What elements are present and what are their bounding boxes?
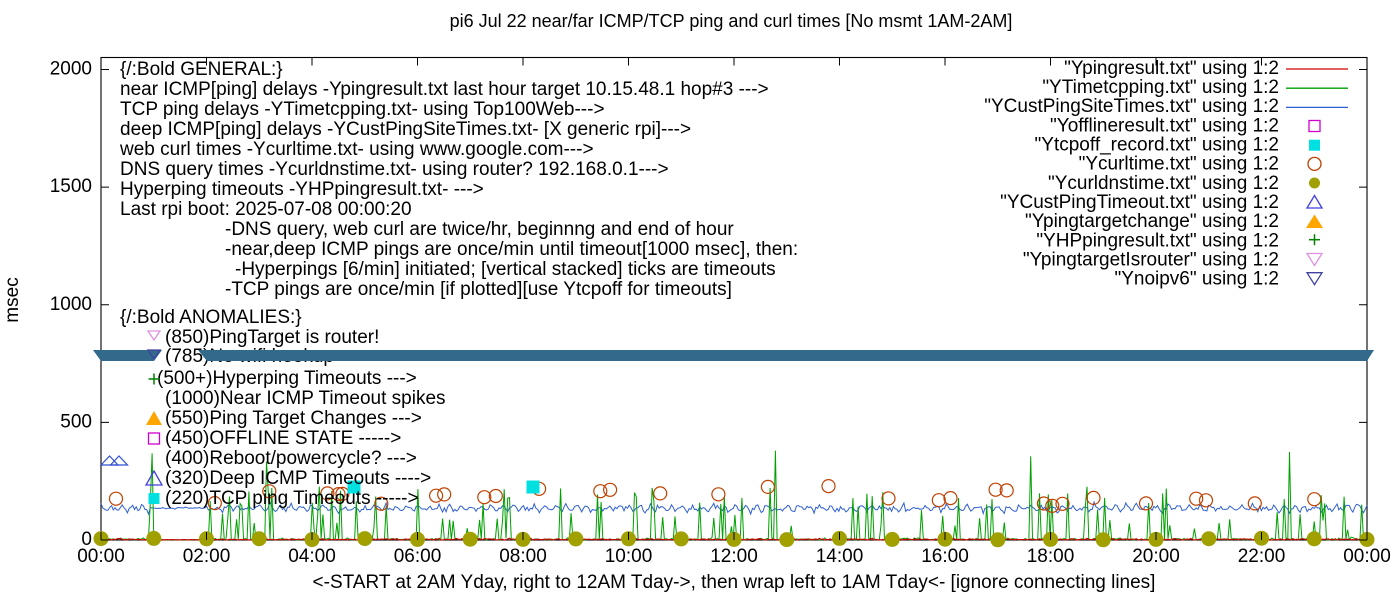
svg-text:00:00: 00:00 [1343,546,1391,567]
svg-text:22:00: 22:00 [1238,546,1286,567]
svg-text:10:00: 10:00 [605,546,653,567]
svg-text:08:00: 08:00 [499,546,547,567]
svg-text:"Ypingresult.txt" using 1:2: "Ypingresult.txt" using 1:2 [1064,58,1279,79]
svg-text:04:00: 04:00 [288,546,336,567]
svg-text:deep ICMP[ping] delays -YCustP: deep ICMP[ping] delays -YCustPingSiteTim… [120,119,691,140]
svg-text:16:00: 16:00 [921,546,969,567]
svg-text:"YHPpingresult.txt" using 1:2: "YHPpingresult.txt" using 1:2 [1036,230,1279,251]
svg-text:(450)OFFLINE STATE ----->: (450)OFFLINE STATE -----> [165,428,401,449]
svg-text:"YpingtargetIsrouter" using 1:: "YpingtargetIsrouter" using 1:2 [1023,250,1279,271]
svg-text:-TCP pings are once/min [if pl: -TCP pings are once/min [if plotted][use… [225,279,732,300]
svg-text:(220)TCP ping Timeouts ----->: (220)TCP ping Timeouts -----> [165,488,419,509]
svg-text:(1000)Near ICMP Timeout spikes: (1000)Near ICMP Timeout spikes [165,388,446,409]
svg-text:18:00: 18:00 [1027,546,1075,567]
svg-text:"YCustPingTimeout.txt" using 1: "YCustPingTimeout.txt" using 1:2 [1000,192,1279,213]
svg-text:"Ynoipv6" using 1:2: "Ynoipv6" using 1:2 [1114,269,1279,290]
svg-text:14:00: 14:00 [816,546,864,567]
svg-text:"Ypingtargetchange" using 1:2: "Ypingtargetchange" using 1:2 [1025,211,1279,232]
svg-text:near ICMP[ping] delays -Ypingr: near ICMP[ping] delays -Ypingresult.txt … [120,79,769,100]
svg-text:06:00: 06:00 [394,546,442,567]
svg-text:(850)PingTarget is router!: (850)PingTarget is router! [165,327,379,348]
svg-text:-Hyperpings [6/min] initiated;: -Hyperpings [6/min] initiated; [vertical… [235,259,776,280]
svg-text:1500: 1500 [50,176,92,197]
svg-text:-near,deep ICMP pings are once: -near,deep ICMP pings are once/min until… [225,239,798,260]
svg-text:DNS query times -Ycurldnstime.: DNS query times -Ycurldnstime.txt- using… [120,159,669,180]
svg-text:(400)Reboot/powercycle? --->: (400)Reboot/powercycle? ---> [165,448,417,469]
svg-text:Hyperping timeouts -YHPpingres: Hyperping timeouts -YHPpingresult.txt- -… [120,179,484,200]
svg-text:"YTimetcpping.txt" using 1:2: "YTimetcpping.txt" using 1:2 [1042,77,1279,98]
svg-text:(550)Ping Target Changes --->: (550)Ping Target Changes ---> [165,408,422,429]
svg-text:pi6 Jul 22 near/far ICMP/TCP: pi6 Jul 22 near/far ICMP/TCP ping and cu… [450,11,1013,31]
svg-text:20:00: 20:00 [1132,546,1180,567]
svg-text:1000: 1000 [50,294,92,315]
svg-text:00:00: 00:00 [77,546,125,567]
svg-text:"YCustPingSiteTimes.txt" using: "YCustPingSiteTimes.txt" using 1:2 [984,96,1279,117]
svg-text:"Yofflineresult.txt" using 1:2: "Yofflineresult.txt" using 1:2 [1050,115,1279,136]
svg-text:<-START at 2AM Yday, right to: <-START at 2AM Yday, right to 12AM Tday-… [313,572,1156,593]
svg-text:"Ycurldnstime.txt" using 1:2: "Ycurldnstime.txt" using 1:2 [1048,173,1279,194]
svg-text:Last rpi boot: 2025-07-08 00:0: Last rpi boot: 2025-07-08 00:00:20 [120,199,412,220]
svg-text:2000: 2000 [50,59,92,80]
svg-text:12:00: 12:00 [710,546,758,567]
svg-text:02:00: 02:00 [183,546,231,567]
svg-text:(500+)Hyperping Timeouts --->: (500+)Hyperping Timeouts ---> [157,368,417,389]
svg-text:{/:Bold GENERAL:}: {/:Bold GENERAL:} [120,59,283,80]
svg-text:msec: msec [2,277,23,322]
svg-text:500: 500 [60,411,92,432]
svg-text:{/:Bold ANOMALIES:}: {/:Bold ANOMALIES:} [120,307,302,328]
svg-text:(320)Deep ICMP Timeouts ---->: (320)Deep ICMP Timeouts ----> [165,468,431,489]
svg-text:TCP ping delays -YTimetcpping.: TCP ping delays -YTimetcpping.txt- using… [120,99,605,120]
svg-text:web curl times -Ycurltime.txt-: web curl times -Ycurltime.txt- using www… [119,139,594,160]
svg-text:-DNS query, web curl are twice: -DNS query, web curl are twice/hr, begin… [225,219,734,240]
svg-text:"Ytcpoff_record.txt" using 1:2: "Ytcpoff_record.txt" using 1:2 [1035,135,1279,156]
svg-text:"Ycurltime.txt" using 1:2: "Ycurltime.txt" using 1:2 [1079,154,1279,175]
